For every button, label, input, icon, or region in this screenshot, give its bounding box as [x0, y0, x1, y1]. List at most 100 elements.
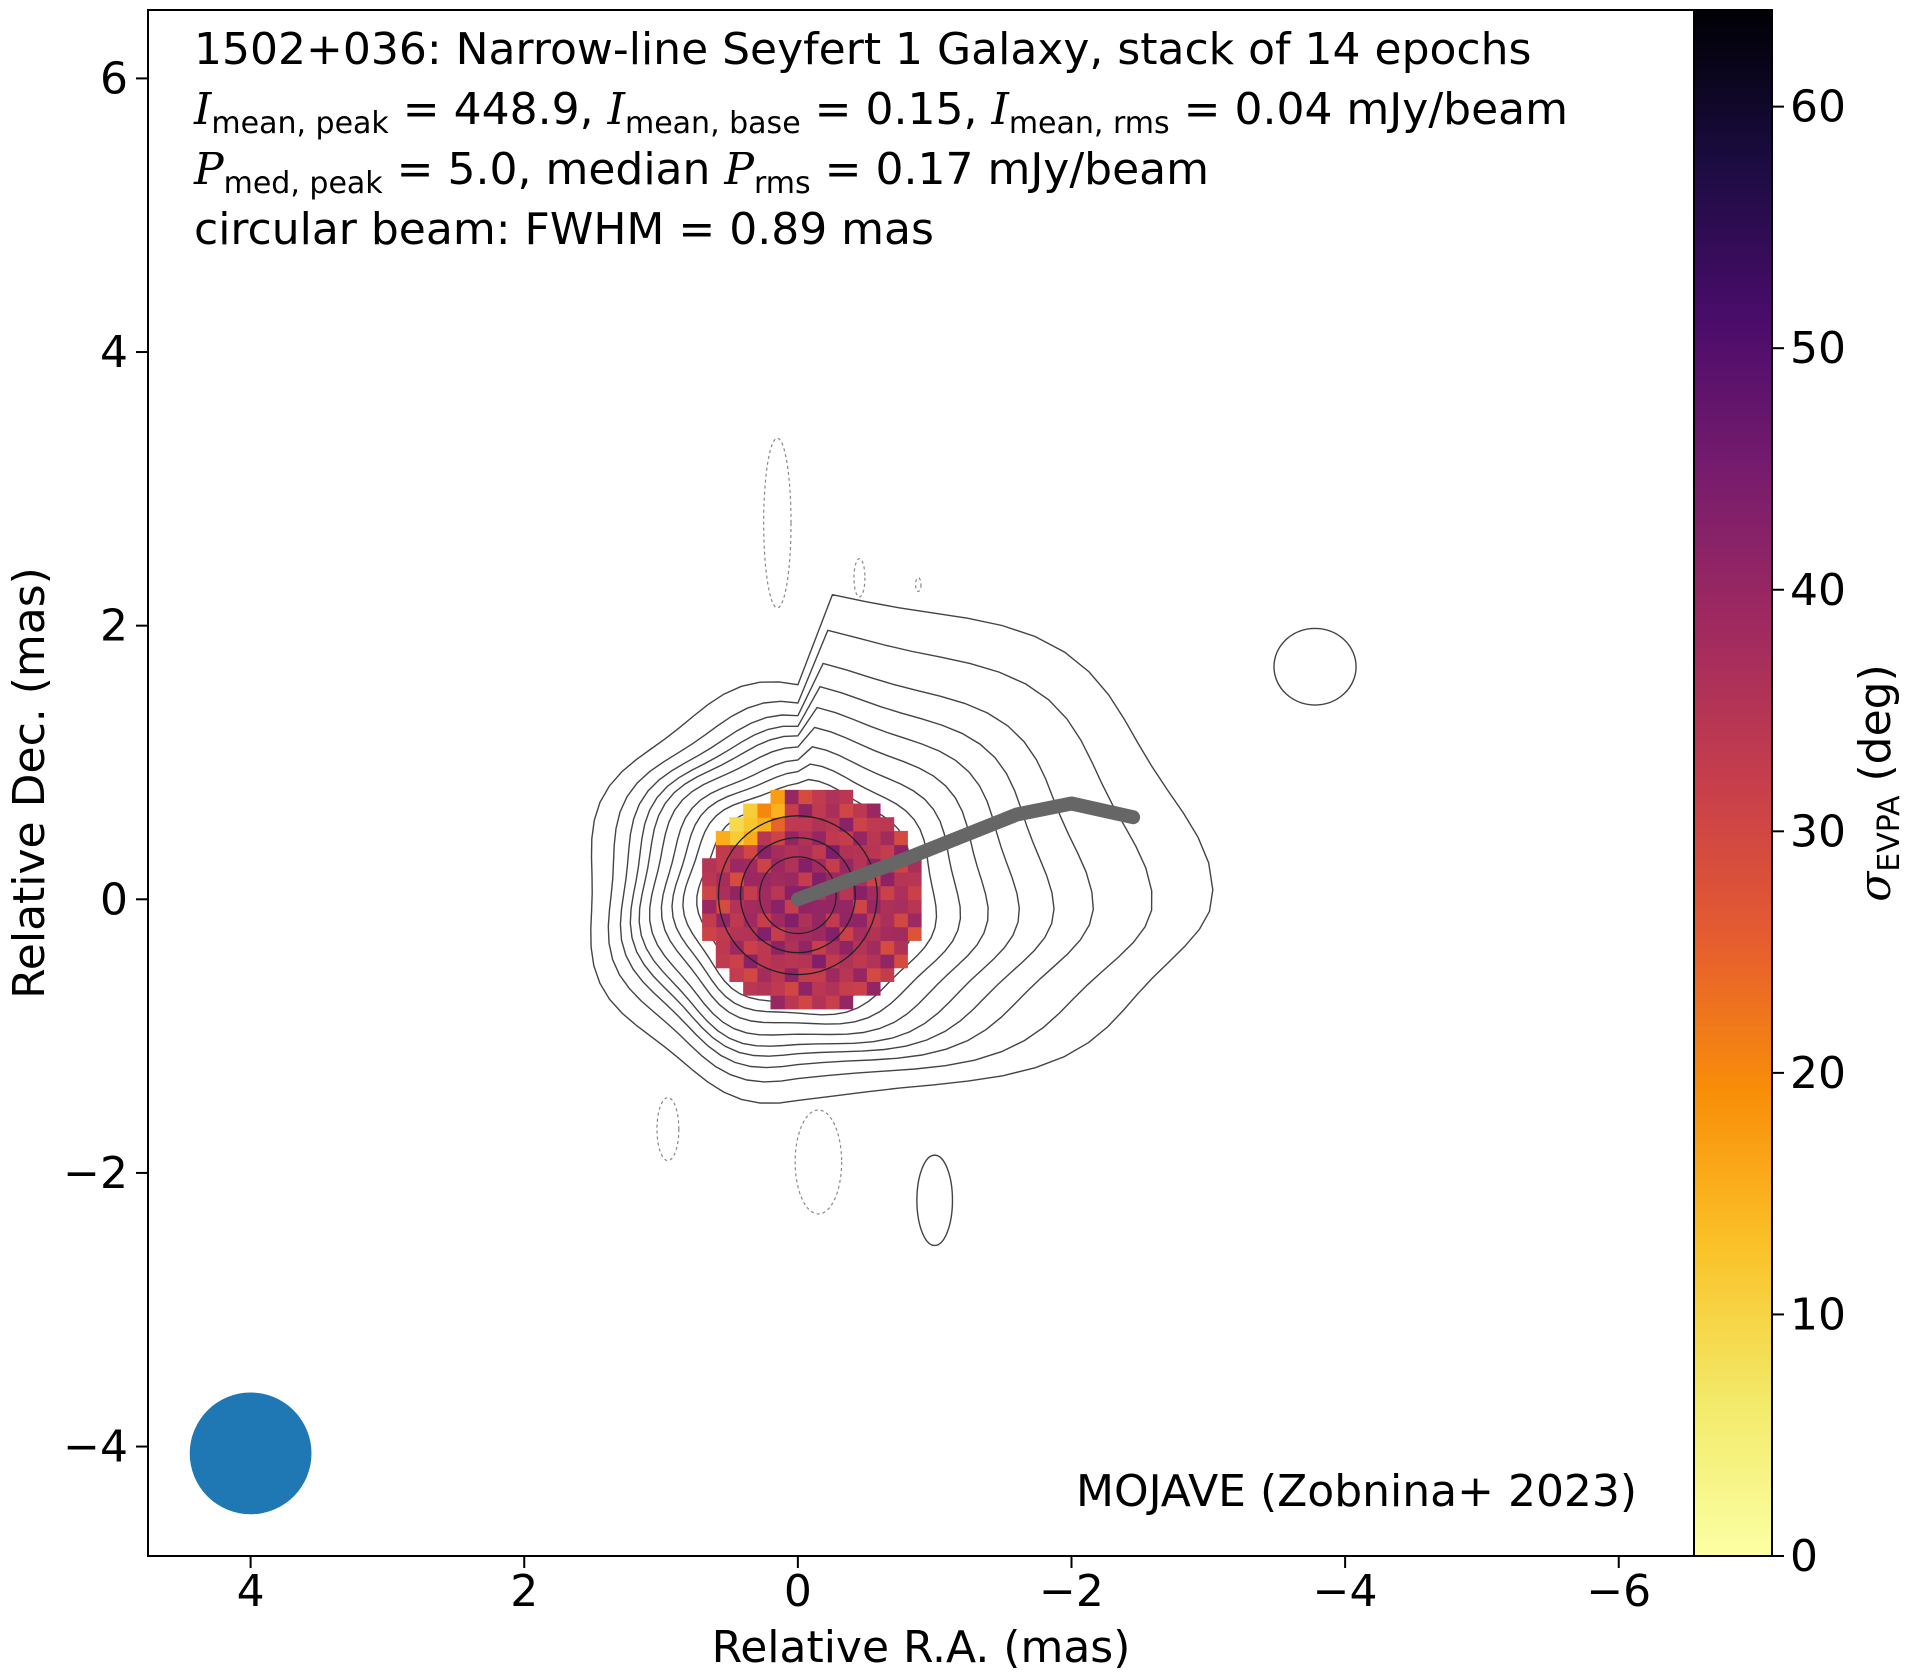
intensity-base-sub: mean, base: [624, 106, 801, 141]
sigma-pixel: [825, 912, 840, 928]
sigma-pixel: [852, 981, 867, 996]
sigma-pixel: [784, 803, 799, 818]
sigma-pixel: [825, 981, 840, 996]
sigma-pixel: [770, 899, 785, 914]
sigma-pixel: [770, 995, 785, 1010]
sigma-pixel: [729, 899, 744, 914]
sigma-pixel: [811, 899, 826, 914]
sigma-pixel: [770, 830, 785, 846]
sigma-pixel: [756, 844, 772, 859]
sigma-pixel: [879, 817, 895, 832]
intensity-peak-sub: mean, peak: [211, 106, 389, 141]
sigma-pixel: [743, 967, 758, 982]
sigma-pixel: [852, 830, 867, 846]
negative-contour: [914, 577, 922, 593]
polarization-peak-value: = 5.0, median: [382, 144, 725, 195]
title-line-2: Imean, peak = 448.9, Imean, base = 0.15,…: [194, 88, 1568, 139]
sigma-pixel: [866, 981, 881, 996]
contour-level: [660, 746, 962, 1025]
isolated-contour: [1273, 627, 1357, 706]
sigma-pixel: [756, 858, 772, 873]
plot-area: [189, 437, 1357, 1515]
colorbar-tick-label: 10: [1790, 1289, 1846, 1340]
sigma-pixel: [715, 954, 731, 969]
title-line-4: circular beam: FWHM = 0.89 mas: [194, 204, 934, 255]
isolated-contour: [916, 1154, 954, 1247]
y-tick-label: −2: [63, 1148, 128, 1199]
sigma-pixel: [743, 981, 758, 996]
sigma-pixel: [729, 912, 744, 928]
colorbar: [1693, 9, 1773, 1557]
sigma-pixel: [797, 803, 813, 818]
sigma-pixel: [838, 954, 854, 969]
sigma-pixel: [879, 830, 895, 846]
sigma-pixel: [811, 940, 826, 955]
sigma-pixel: [907, 885, 922, 900]
sigma-pixel: [811, 858, 826, 873]
colorbar-label-unit: (deg): [1850, 664, 1901, 795]
y-tick-label: 2: [100, 601, 128, 652]
sigma-pixel: [866, 817, 881, 832]
sigma-pixel: [770, 885, 785, 900]
sigma-pixel: [811, 830, 826, 846]
intensity-base-symbol: I: [607, 84, 625, 135]
sigma-pixel: [756, 981, 772, 996]
sigma-pixel: [811, 926, 826, 941]
sigma-pixel: [879, 926, 895, 941]
x-tick-label: 2: [510, 1566, 538, 1617]
sigma-pixel: [811, 981, 826, 996]
colorbar-label-sub: EVPA: [1872, 795, 1905, 872]
contour-level: [671, 763, 938, 1016]
sigma-pixel: [743, 899, 758, 914]
x-tick-label: −6: [1586, 1566, 1651, 1617]
x-axis-label: Relative R.A. (mas): [712, 1622, 1131, 1673]
sigma-pixel: [756, 926, 772, 941]
sigma-pixel: [811, 817, 826, 832]
y-axis-label: Relative Dec. (mas): [4, 567, 55, 999]
sigma-pixel: [743, 817, 758, 832]
sigma-pixel: [879, 899, 895, 914]
inner-contour-level: [717, 815, 878, 976]
sigma-pixel: [825, 967, 840, 982]
sigma-pixel: [702, 858, 717, 873]
sigma-pixel: [811, 912, 826, 928]
sigma-pixel: [797, 844, 813, 859]
sigma-pixel: [797, 981, 813, 996]
sigma-pixel: [866, 803, 881, 818]
sigma-pixel: [729, 885, 744, 900]
sigma-pixel: [852, 885, 867, 900]
sigma-pixel: [879, 885, 895, 900]
sigma-pixel: [743, 940, 758, 955]
sigma-pixel: [907, 899, 922, 914]
sigma-pixel: [784, 817, 799, 832]
x-tick-label: −4: [1313, 1566, 1378, 1617]
sigma-pixel: [756, 940, 772, 955]
sigma-pixel: [784, 789, 799, 805]
sigma-pixel: [756, 899, 772, 914]
sigma-pixel: [811, 789, 826, 805]
x-tick-label: 4: [237, 1566, 265, 1617]
sigma-pixel: [756, 885, 772, 900]
sigma-pixel: [784, 871, 799, 887]
sigma-pixel: [852, 940, 867, 955]
intensity-peak-value: = 448.9,: [388, 84, 608, 135]
sigma-pixel: [825, 858, 840, 873]
sigma-pixel: [838, 830, 854, 846]
colorbar-label-symbol: σ: [1850, 870, 1901, 902]
sigma-pixel: [756, 954, 772, 969]
polarization-rms-value: = 0.17 mJy/beam: [810, 144, 1209, 195]
colorbar-tick-label: 40: [1790, 565, 1846, 616]
sigma-pixel: [838, 817, 854, 832]
sigma-pixel: [770, 871, 785, 887]
sigma-pixel: [756, 830, 772, 846]
title-line-1: 1502+036: Narrow-line Seyfert 1 Galaxy, …: [194, 24, 1532, 75]
sigma-pixel: [838, 844, 854, 859]
sigma-pixel: [838, 940, 854, 955]
sigma-pixel: [797, 817, 813, 832]
sigma-pixel: [756, 817, 772, 832]
sigma-pixel: [907, 926, 922, 941]
sigma-pixel: [893, 940, 908, 955]
sigma-pixel: [715, 844, 731, 859]
sigma-pixel: [797, 858, 813, 873]
